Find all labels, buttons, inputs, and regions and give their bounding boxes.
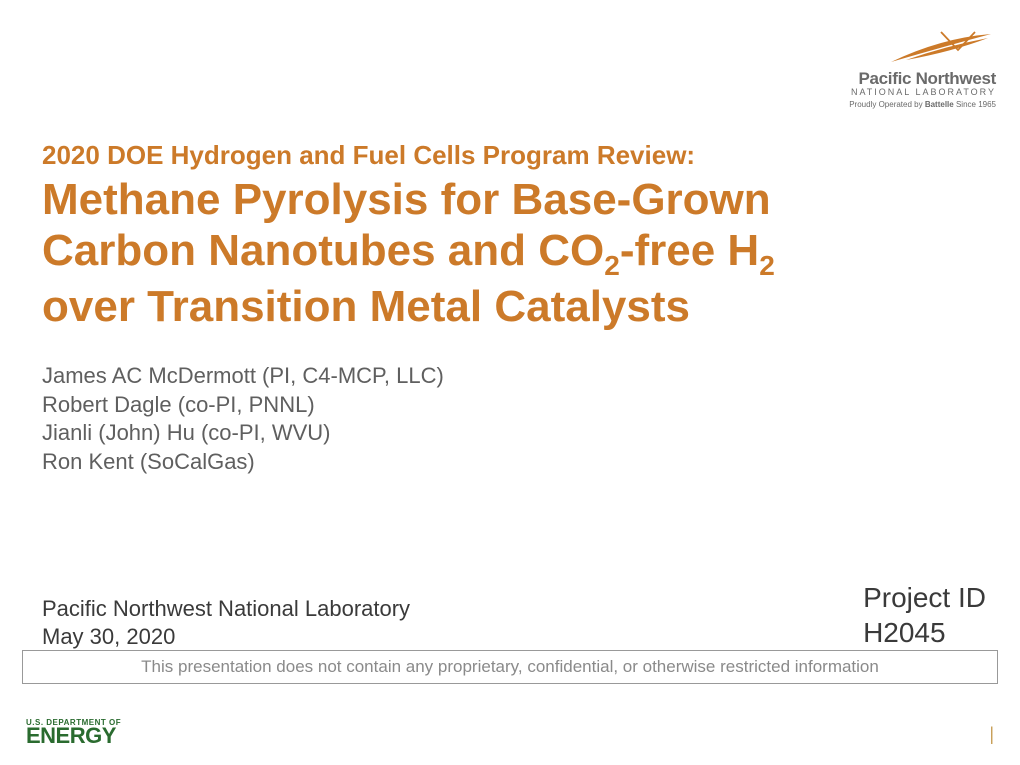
authors-list: James AC McDermott (PI, C4-MCP, LLC) Rob…: [42, 362, 986, 476]
bottom-row: Pacific Northwest National Laboratory Ma…: [42, 580, 986, 650]
pnnl-name: Pacific Northwest: [849, 69, 996, 89]
pnnl-subname: NATIONAL LABORATORY: [849, 87, 996, 97]
project-id-label: Project ID: [863, 582, 986, 613]
footer-divider: |: [989, 724, 994, 745]
main-title: Methane Pyrolysis for Base-Grown Carbon …: [42, 175, 986, 332]
project-id-value: H2045: [863, 617, 946, 648]
organization: Pacific Northwest National Laboratory: [42, 596, 410, 621]
pnnl-swoosh-icon: [886, 28, 996, 66]
project-id: Project ID H2045: [863, 580, 986, 650]
content-block: 2020 DOE Hydrogen and Fuel Cells Program…: [42, 140, 986, 477]
disclaimer: This presentation does not contain any p…: [22, 650, 998, 684]
author: James AC McDermott (PI, C4-MCP, LLC): [42, 363, 444, 388]
doe-logo: U.S. DEPARTMENT OF ENERGY: [26, 719, 121, 747]
pnnl-tagline: Proudly Operated by Battelle Since 1965: [849, 100, 996, 109]
pretitle: 2020 DOE Hydrogen and Fuel Cells Program…: [42, 140, 986, 171]
pnnl-logo: Pacific Northwest NATIONAL LABORATORY Pr…: [849, 28, 996, 109]
slide: Pacific Northwest NATIONAL LABORATORY Pr…: [0, 0, 1020, 765]
date: May 30, 2020: [42, 624, 175, 649]
author: Robert Dagle (co-PI, PNNL): [42, 392, 315, 417]
org-date: Pacific Northwest National Laboratory Ma…: [42, 595, 410, 650]
author: Jianli (John) Hu (co-PI, WVU): [42, 420, 331, 445]
author: Ron Kent (SoCalGas): [42, 449, 255, 474]
doe-energy: ENERGY: [26, 726, 121, 747]
